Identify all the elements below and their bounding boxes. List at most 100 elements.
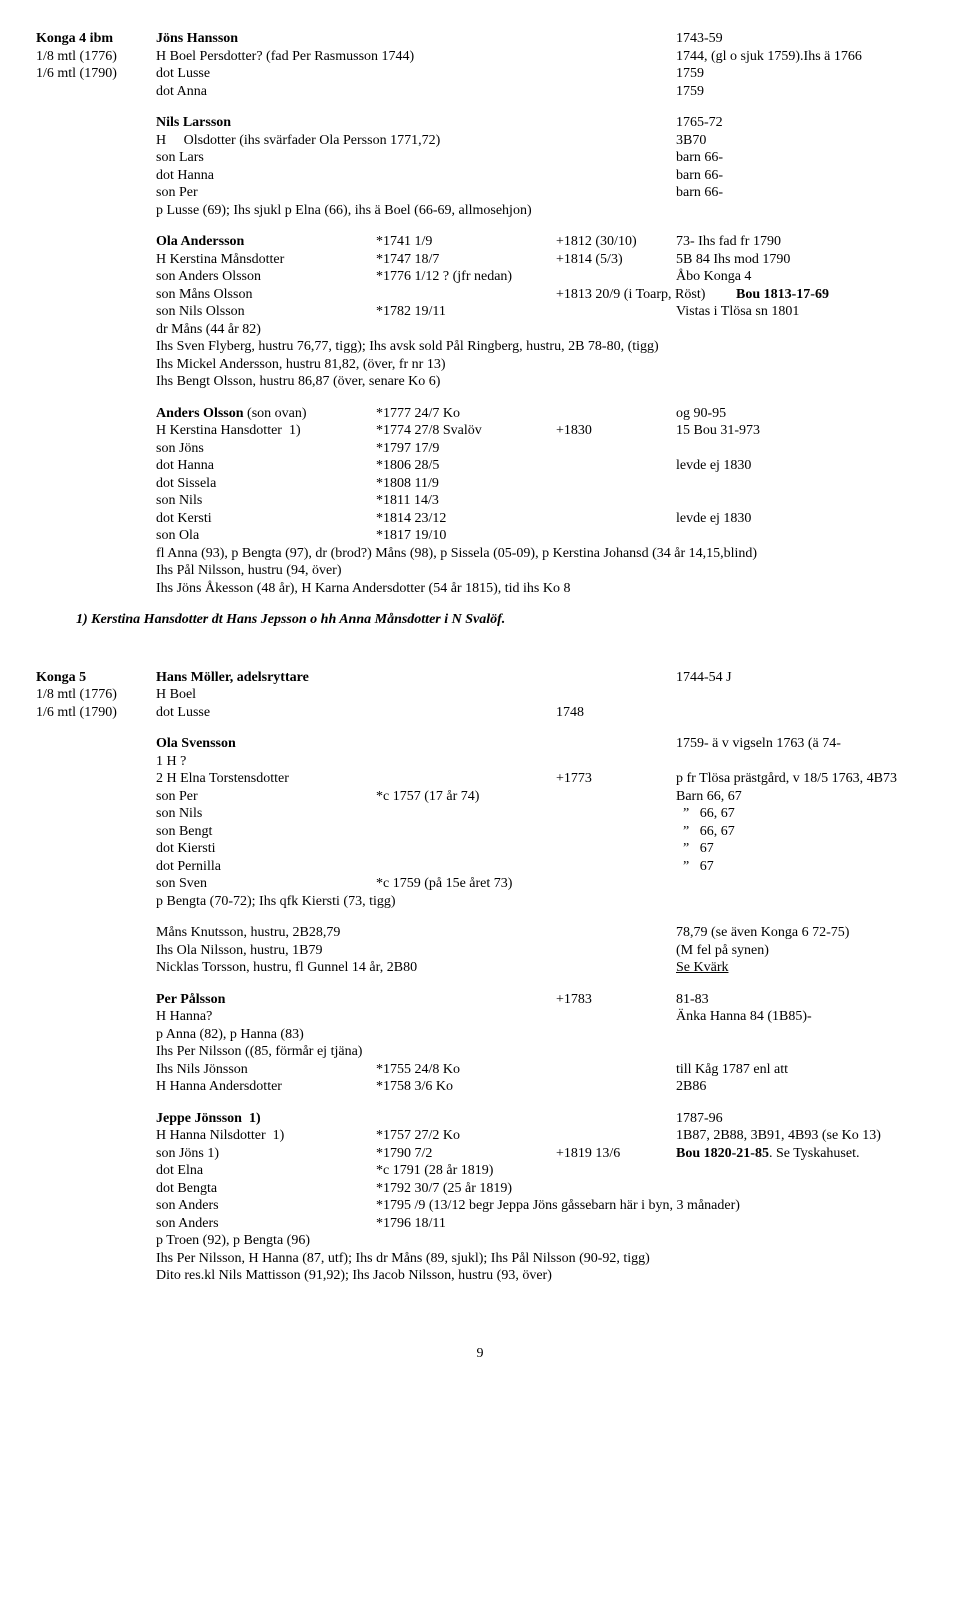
k4-b2-m0: +1812 (30/10) bbox=[556, 233, 676, 251]
k4-right-1: 1744, (gl o sjuk 1759).Ihs ä 1766 bbox=[676, 48, 862, 66]
k4-b3-r7: son Ola*1817 19/10 bbox=[36, 527, 924, 545]
k4-c1-0: Konga 4 ibm bbox=[36, 30, 156, 48]
k4-right-0: 1743-59 bbox=[676, 30, 723, 48]
k4-b2-r2: son Anders Olsson *1776 1/12 ? (jfr neda… bbox=[36, 268, 924, 286]
k4-name-0: Jöns Hansson bbox=[156, 30, 676, 48]
k4-b3-r6: dot Kersti*1814 23/12levde ej 1830 bbox=[36, 510, 924, 528]
k4-footnote: 1) Kerstina Hansdotter dt Hans Jepsson o… bbox=[36, 611, 924, 629]
k4-b2-n0: Ola Andersson bbox=[156, 233, 376, 251]
k5-b1-r0: Ola Svensson1759- ä v vigseln 1763 (ä 74… bbox=[36, 735, 924, 753]
k4-b2-rt2: Åbo Konga 4 bbox=[676, 268, 751, 286]
k5-b2-r0: Måns Knutsson, hustru, 2B28,7978,79 (se … bbox=[36, 924, 924, 942]
k4-b3-r1: H Kerstina Hansdotter 1) *1774 27/8 Sval… bbox=[36, 422, 924, 440]
k5-b1-r9: p Bengta (70-72); Ihs qfk Kiersti (73, t… bbox=[36, 893, 924, 911]
k4-b2-rt1: 5B 84 Ihs mod 1790 bbox=[676, 251, 790, 269]
k4-c1-2: 1/6 mtl (1790) bbox=[36, 65, 156, 83]
k4-b3-r5: son Nils*1811 14/3 bbox=[36, 492, 924, 510]
k4-b2-rt4: Vistas i Tlösa sn 1801 bbox=[676, 303, 799, 321]
k4-b2-note0: Ihs Sven Flyberg, hustru 76,77, tigg); I… bbox=[36, 338, 924, 356]
k4-b2-note2: Ihs Bengt Olsson, hustru 86,87 (över, se… bbox=[36, 373, 924, 391]
k5-b2-r1: Ihs Ola Nilsson, hustru, 1B79(M fel på s… bbox=[36, 942, 924, 960]
k4-b2-note1: Ihs Mickel Andersson, hustru 81,82, (öve… bbox=[36, 356, 924, 374]
k4-b1-n1: H Olsdotter (ihs svärfader Ola Persson 1… bbox=[156, 132, 676, 150]
k4-b3-note0: fl Anna (93), p Bengta (97), dr (brod?) … bbox=[36, 545, 924, 563]
k4-name-1: H Boel Persdotter? (fad Per Rasmusson 17… bbox=[156, 48, 676, 66]
k4-b2-n4: son Nils Olsson bbox=[156, 303, 376, 321]
k4-b3-note2: Ihs Jöns Åkesson (48 år), H Karna Anders… bbox=[36, 580, 924, 598]
k5-b4-r6: son Anders*1796 18/11 bbox=[36, 1215, 924, 1233]
k5-b4-r0: Jeppe Jönsson 1)1787-96 bbox=[36, 1110, 924, 1128]
k4-b1-n2: son Lars bbox=[156, 149, 676, 167]
k4-head-r1: 1/8 mtl (1776) H Boel Persdotter? (fad P… bbox=[36, 48, 924, 66]
k5-b3-r1: H Hanna?Änka Hanna 84 (1B85)- bbox=[36, 1008, 924, 1026]
k5-b4-r5: son Anders*1795 /9 (13/12 begr Jeppa Jön… bbox=[36, 1197, 924, 1215]
k4-b1-rt1: 3B70 bbox=[676, 132, 706, 150]
k4-b1-n5: p Lusse (69); Ihs sjukl p Elna (66), ihs… bbox=[156, 202, 532, 220]
k4-b1-r1: H Olsdotter (ihs svärfader Ola Persson 1… bbox=[36, 132, 924, 150]
k4-b1-r5: p Lusse (69); Ihs sjukl p Elna (66), ihs… bbox=[36, 202, 924, 220]
k4-right-2: 1759 bbox=[676, 65, 704, 83]
k5-b3-r5: H Hanna Andersdotter*1758 3/6 Ko2B86 bbox=[36, 1078, 924, 1096]
k4-b2-m1: +1814 (5/3) bbox=[556, 251, 676, 269]
k4-b2-n1: H Kerstina Månsdotter bbox=[156, 251, 376, 269]
k4-head-r2: 1/6 mtl (1790) dot Lusse 1759 bbox=[36, 65, 924, 83]
k4-b2-r1: H Kerstina Månsdotter *1747 18/7 +1814 (… bbox=[36, 251, 924, 269]
k4-b1-n4: son Per bbox=[156, 184, 676, 202]
k4-b1-r0: Nils Larsson 1765-72 bbox=[36, 114, 924, 132]
k5-b4-r7: p Troen (92), p Bengta (96) bbox=[36, 1232, 924, 1250]
k5-b1-r3: son Per*c 1757 (17 år 74)Barn 66, 67 bbox=[36, 788, 924, 806]
k4-b2-d1: *1747 18/7 bbox=[376, 251, 556, 269]
k5-b3-r3: Ihs Per Nilsson ((85, förmår ej tjäna) bbox=[36, 1043, 924, 1061]
k4-b2-m2 bbox=[556, 268, 676, 286]
k4-right-3: 1759 bbox=[676, 83, 704, 101]
k4-name-3: dot Anna bbox=[156, 83, 676, 101]
konga4-section: Konga 4 ibm Jöns Hansson 1743-59 1/8 mtl… bbox=[36, 30, 924, 629]
k4-b2-r3: son Måns Olsson +1813 20/9 (i Toarp, Rös… bbox=[36, 286, 924, 304]
k5-b1-r1: 1 H ? bbox=[36, 753, 924, 771]
k4-c1-1: 1/8 mtl (1776) bbox=[36, 48, 156, 66]
k5-b1-r6: dot Kiersti ” 67 bbox=[36, 840, 924, 858]
k5-b1-r8: son Sven*c 1759 (på 15e året 73) bbox=[36, 875, 924, 893]
k4-b2-n3: son Måns Olsson bbox=[156, 286, 376, 304]
k5-b2-r2: Nicklas Torsson, hustru, fl Gunnel 14 år… bbox=[36, 959, 924, 977]
k5-head-r2: 1/6 mtl (1790) dot Lusse 1748 bbox=[36, 704, 924, 722]
k4-b3-note1: Ihs Pål Nilsson, hustru (94, över) bbox=[36, 562, 924, 580]
k4-b1-rt4: barn 66- bbox=[676, 184, 723, 202]
k4-b1-r4: son Per barn 66- bbox=[36, 184, 924, 202]
k5-b4-r1: H Hanna Nilsdotter 1)*1757 27/2 Ko1B87, … bbox=[36, 1127, 924, 1145]
k5-b4-r2: son Jöns 1)*1790 7/2+1819 13/6Bou 1820-2… bbox=[36, 1145, 924, 1163]
k4-b2-r5: dr Måns (44 år 82) bbox=[36, 321, 924, 339]
k5-b1-r4: son Nils ” 66, 67 bbox=[36, 805, 924, 823]
k4-b2-n2: son Anders Olsson bbox=[156, 268, 376, 286]
k4-b3-r4: dot Sissela*1808 11/9 bbox=[36, 475, 924, 493]
k5-b3-r0: Per Pålsson+178381-83 bbox=[36, 991, 924, 1009]
k4-head-r0: Konga 4 ibm Jöns Hansson 1743-59 bbox=[36, 30, 924, 48]
k4-b2-d2: *1776 1/12 ? (jfr nedan) bbox=[376, 268, 556, 286]
k5-b4-note0: Ihs Per Nilsson, H Hanna (87, utf); Ihs … bbox=[36, 1250, 924, 1268]
k4-b2-r4: son Nils Olsson *1782 19/11 Vistas i Tlö… bbox=[36, 303, 924, 321]
k4-b1-n3: dot Hanna bbox=[156, 167, 676, 185]
k5-b1-r2: 2 H Elna Torstensdotter+1773p fr Tlösa p… bbox=[36, 770, 924, 788]
k5-b4-r4: dot Bengta*1792 30/7 (25 år 1819) bbox=[36, 1180, 924, 1198]
k4-b2-m3: +1813 20/9 (i Toarp, Röst) bbox=[556, 286, 736, 304]
k4-b3-r0: Anders Olsson (son ovan) *1777 24/7 Ko o… bbox=[36, 405, 924, 423]
k5-b4-r3: dot Elna*c 1791 (28 år 1819) bbox=[36, 1162, 924, 1180]
k5-head-r1: 1/8 mtl (1776) H Boel bbox=[36, 686, 924, 704]
k4-b1-r2: son Lars barn 66- bbox=[36, 149, 924, 167]
k5-b1-r5: son Bengt ” 66, 67 bbox=[36, 823, 924, 841]
page-number: 9 bbox=[36, 1345, 924, 1363]
k4-b1-rt0: 1765-72 bbox=[676, 114, 723, 132]
k4-b1-n0: Nils Larsson bbox=[156, 114, 676, 132]
k4-b2-rt3: Bou 1813-17-69 bbox=[736, 286, 829, 304]
k4-b1-rt2: barn 66- bbox=[676, 149, 723, 167]
k5-head-r0: Konga 5 Hans Möller, adelsryttare 1744-5… bbox=[36, 669, 924, 687]
k4-name-2: dot Lusse bbox=[156, 65, 676, 83]
konga5-section: Konga 5 Hans Möller, adelsryttare 1744-5… bbox=[36, 669, 924, 1285]
k5-b3-r2: p Anna (82), p Hanna (83) bbox=[36, 1026, 924, 1044]
k4-head-r3: dot Anna 1759 bbox=[36, 83, 924, 101]
k4-b2-rt0: 73- Ihs fad fr 1790 bbox=[676, 233, 781, 251]
k5-b4-note1: Dito res.kl Nils Mattisson (91,92); Ihs … bbox=[36, 1267, 924, 1285]
k4-b1-rt3: barn 66- bbox=[676, 167, 723, 185]
k4-b2-d4: *1782 19/11 bbox=[376, 303, 556, 321]
k4-c1-3 bbox=[36, 83, 156, 101]
